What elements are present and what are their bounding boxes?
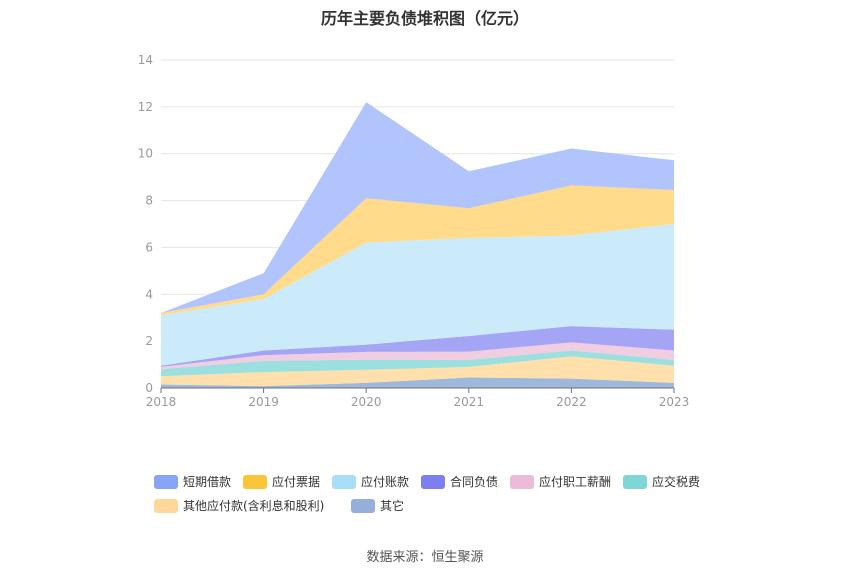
- chart-title: 历年主要负债堆积图（亿元）: [320, 9, 529, 28]
- legend-label-5: 应交税费: [652, 474, 700, 489]
- legend-swatch-1: [243, 475, 267, 489]
- area-series-5: [161, 224, 674, 366]
- y-tick-label: 8: [145, 194, 153, 208]
- area-series-4: [161, 326, 674, 367]
- y-tick-label: 10: [138, 147, 153, 161]
- legend-swatch-5: [623, 475, 647, 489]
- legend-swatch-7: [351, 499, 375, 513]
- area-series-6: [161, 185, 674, 316]
- data-source-note: 数据来源：恒生聚源: [366, 550, 484, 565]
- legend-swatch-0: [154, 475, 178, 489]
- area-series-1: [161, 356, 674, 387]
- x-tick-label: 2023: [659, 395, 690, 409]
- axis-layer: 0 2 4 6 8 10 12 14 2018 2019 2020 2021 2022 2023: [138, 53, 690, 409]
- legend-label-1: 应付票据: [272, 474, 320, 489]
- x-tick-label: 2020: [351, 395, 382, 409]
- y-tick-label: 6: [145, 240, 153, 254]
- area-series-2: [161, 350, 674, 377]
- x-tick-label: 2021: [454, 395, 485, 409]
- legend-label-6: 其他应付款(含利息和股利): [183, 498, 324, 513]
- legend-label-0: 短期借款: [183, 475, 231, 489]
- legend-swatch-6: [154, 499, 178, 513]
- x-tick-label: 2018: [146, 395, 177, 409]
- y-tick-label: 2: [145, 334, 153, 348]
- area-series-layer: [161, 102, 674, 388]
- x-tick-label: 2019: [248, 395, 279, 409]
- area-series-7: [161, 102, 674, 314]
- legend-swatch-3: [421, 475, 445, 489]
- y-tick-label: 12: [138, 100, 153, 114]
- area-series-3: [161, 342, 674, 370]
- legend-swatch-4: [510, 475, 534, 489]
- legend-label-7: 其它: [380, 498, 404, 513]
- legend-swatch-2: [332, 475, 356, 489]
- area-series-0: [161, 377, 674, 388]
- x-tick-label: 2022: [556, 395, 587, 409]
- y-tick-label: 14: [138, 53, 153, 67]
- legend-label-4: 应付职工薪酬: [539, 474, 611, 489]
- legend-label-2: 应付账款: [361, 474, 409, 489]
- legend-label-3: 合同负债: [450, 474, 498, 489]
- y-tick-label: 0: [145, 381, 153, 395]
- y-tick-label: 4: [145, 287, 153, 301]
